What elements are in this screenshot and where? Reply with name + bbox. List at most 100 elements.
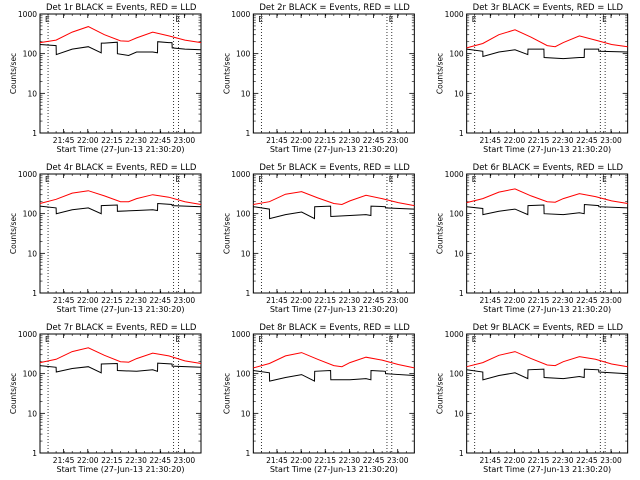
plot-frame (466, 13, 629, 134)
x-tick-label: 22:45 (363, 456, 385, 465)
corner-mark: E (175, 15, 180, 24)
corner-mark: E (602, 15, 607, 24)
y-tick-label: 10 (454, 249, 464, 258)
x-tick-label: 22:30 (125, 296, 147, 305)
x-tick-label: 22:45 (363, 136, 385, 145)
y-axis-label: Counts/sec (436, 373, 445, 414)
panel-title: Det 3r BLACK = Events, RED = LLD (473, 3, 624, 13)
x-tick-label: 22:30 (552, 456, 574, 465)
series-line-red (466, 29, 628, 49)
x-tick-label: 21:45 (53, 136, 75, 145)
corner-mark: E (258, 15, 263, 24)
series-line-red (39, 347, 202, 364)
series-line-red (39, 26, 202, 44)
corner-mark: E (45, 15, 50, 24)
y-tick-label: 100 (23, 370, 38, 379)
y-tick-label: 1000 (18, 10, 37, 19)
y-tick-label: 1 (459, 449, 464, 458)
y-tick-label: 100 (449, 50, 464, 59)
x-tick-label: 21:45 (266, 136, 288, 145)
x-tick-label: 22:45 (576, 456, 598, 465)
x-tick-label: 21:45 (479, 296, 501, 305)
x-axis-label: Start Time (27-Jun-13 21:30:20) (483, 305, 611, 314)
plot-frame (252, 13, 415, 134)
x-tick-label: 22:15 (314, 296, 336, 305)
y-tick-label: 1 (32, 129, 37, 138)
x-tick-label: 23:00 (174, 456, 196, 465)
corner-mark: E (602, 335, 607, 344)
plot-frame (252, 333, 415, 454)
x-tick-label: 22:45 (149, 456, 171, 465)
x-axis-label: Start Time (27-Jun-13 21:30:20) (483, 465, 611, 474)
panel-title: Det 1r BLACK = Events, RED = LLD (46, 3, 197, 13)
y-axis-label: Counts/sec (9, 53, 18, 94)
x-tick-label: 22:30 (339, 456, 361, 465)
panel-title: Det 7r BLACK = Events, RED = LLD (46, 323, 197, 333)
series-line-black (466, 368, 628, 381)
x-axis-label: Start Time (27-Jun-13 21:30:20) (270, 305, 398, 314)
x-axis-label: Start Time (27-Jun-13 21:30:20) (57, 305, 185, 314)
series-line-red (466, 188, 628, 204)
series-line-black (253, 205, 415, 220)
y-tick-label: 1000 (231, 330, 250, 339)
x-axis-label: Start Time (27-Jun-13 21:30:20) (57, 145, 185, 154)
x-tick-label: 22:30 (552, 136, 574, 145)
y-tick-label: 100 (236, 370, 251, 379)
corner-mark: E (602, 175, 607, 184)
x-tick-label: 21:45 (479, 456, 501, 465)
x-tick-label: 21:45 (53, 456, 75, 465)
y-tick-label: 10 (27, 409, 37, 418)
x-tick-label: 22:45 (576, 136, 598, 145)
x-tick-label: 21:45 (266, 456, 288, 465)
y-axis-label: Counts/sec (9, 373, 18, 414)
series-line-black (466, 203, 628, 216)
y-tick-label: 1 (32, 289, 37, 298)
x-tick-label: 23:00 (387, 456, 409, 465)
x-tick-label: 22:30 (339, 136, 361, 145)
corner-mark: E (389, 335, 394, 344)
y-tick-label: 100 (236, 50, 251, 59)
x-axis-label: Start Time (27-Jun-13 21:30:20) (270, 465, 398, 474)
y-tick-label: 1000 (445, 10, 464, 19)
y-tick-label: 100 (449, 370, 464, 379)
y-tick-label: 10 (27, 89, 37, 98)
x-tick-label: 22:00 (504, 136, 526, 145)
y-tick-label: 100 (23, 210, 38, 219)
x-tick-label: 22:00 (290, 136, 312, 145)
x-tick-label: 22:00 (290, 456, 312, 465)
panel-title: Det 5r BLACK = Events, RED = LLD (259, 163, 410, 173)
y-axis-label: Counts/sec (222, 213, 231, 254)
y-tick-label: 1 (246, 449, 251, 458)
panel-title: Det 8r BLACK = Events, RED = LLD (259, 323, 410, 333)
x-tick-label: 22:15 (101, 296, 123, 305)
x-tick-label: 23:00 (600, 456, 622, 465)
x-tick-label: 22:00 (77, 296, 99, 305)
x-tick-label: 22:00 (504, 296, 526, 305)
corner-mark: E (472, 175, 477, 184)
x-tick-label: 23:00 (387, 136, 409, 145)
x-tick-label: 23:00 (600, 136, 622, 145)
plot-frame (252, 173, 415, 294)
panel-title: Det 2r BLACK = Events, RED = LLD (259, 3, 410, 13)
y-tick-label: 1 (459, 129, 464, 138)
x-tick-label: 22:00 (290, 296, 312, 305)
y-axis-label: Counts/sec (436, 53, 445, 94)
x-tick-label: 22:30 (125, 456, 147, 465)
y-tick-label: 1000 (18, 170, 37, 179)
series-line-red (253, 191, 415, 207)
x-tick-label: 23:00 (387, 296, 409, 305)
y-tick-label: 10 (241, 409, 251, 418)
corner-mark: E (472, 335, 477, 344)
y-tick-label: 1000 (231, 10, 250, 19)
x-tick-label: 22:45 (576, 296, 598, 305)
series-line-red (466, 351, 628, 368)
plot-frame (466, 333, 629, 454)
y-tick-label: 1 (246, 289, 251, 298)
